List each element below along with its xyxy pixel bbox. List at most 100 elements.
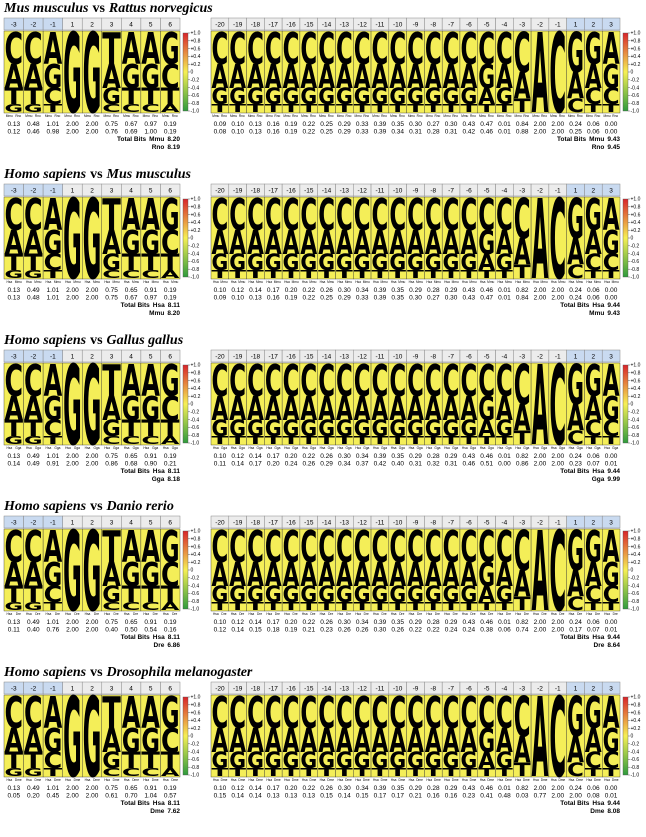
position-cell	[160, 183, 181, 197]
logo-letter: G	[283, 251, 300, 276]
logo-letter: A	[443, 223, 460, 262]
bit-value: 0.90	[144, 461, 157, 468]
total-value: 9.43	[607, 136, 620, 143]
bit-value: 0.77	[534, 793, 547, 800]
logo-letter: A	[567, 231, 584, 274]
bit-value: 0.08	[587, 793, 600, 800]
species-code: Dme	[221, 778, 228, 782]
species-code: Hsa	[249, 612, 255, 616]
species-code: Hsa	[320, 280, 326, 284]
bit-value: 2.00	[534, 129, 547, 136]
species-code: Mmu	[576, 280, 583, 284]
scale-tick-label: -1.0	[191, 275, 200, 281]
logo-letter: T	[585, 102, 603, 115]
bit-value: 0.33	[356, 295, 369, 302]
species-code: Dre	[524, 612, 529, 616]
bit-value: 0.29	[338, 295, 351, 302]
species-code: Dre	[113, 612, 118, 616]
logo-letter: G	[567, 187, 584, 251]
logo-letter: A	[265, 57, 282, 96]
bit-value: 2.00	[86, 121, 99, 128]
scale-tick-label: +0.6	[191, 544, 201, 550]
species-code: Dre	[577, 612, 582, 616]
scale-tick-label: +0.8	[191, 371, 201, 377]
bit-value: 0.39	[374, 453, 387, 460]
bit-value: 0.35	[391, 121, 404, 128]
logo-letter: G	[161, 190, 180, 241]
species-code: Hsa	[163, 612, 169, 616]
species-code: Dre	[293, 612, 298, 616]
logo-letter: C	[425, 190, 442, 241]
position-label: -3	[11, 354, 17, 361]
logo-letter: A	[496, 57, 513, 96]
logo-letter: G	[44, 57, 63, 96]
species-code: Hsa	[249, 446, 255, 450]
logo-letter: A	[336, 57, 353, 96]
logo-letter: G	[425, 85, 442, 110]
logo-letter: G	[141, 57, 160, 96]
bit-value: 2.00	[534, 461, 547, 468]
scale-tick-label: -0.6	[191, 757, 200, 763]
logo-letter: C	[478, 190, 495, 241]
logo-letter: C	[443, 190, 460, 241]
species-code: Hsa	[515, 778, 521, 782]
scale-tick-label: -0.6	[631, 757, 640, 763]
species-code: Rno	[541, 114, 547, 118]
bit-value: 0.24	[569, 121, 582, 128]
species-code: Dme	[238, 778, 245, 782]
scale-tick-label: -0.4	[191, 417, 200, 423]
logo-letter: A	[229, 57, 246, 96]
logo-letter: T	[318, 268, 336, 281]
logo-letter: T	[372, 102, 390, 115]
scale-tick-label: +0.4	[191, 386, 201, 392]
bit-value: 0.22	[302, 785, 315, 792]
species-code: Dre	[417, 612, 422, 616]
position-cell	[601, 183, 621, 197]
species-code: Gga	[592, 476, 605, 483]
bit-value: 0.15	[356, 793, 369, 800]
position-label: 4	[129, 354, 133, 361]
logo-letter: T	[247, 102, 265, 115]
species-code: Rno	[54, 114, 60, 118]
bit-value: 0.76	[105, 129, 118, 136]
scale-tick-label: -0.8	[631, 267, 640, 273]
bit-value: 0.43	[463, 121, 476, 128]
bit-value: 0.16	[445, 793, 458, 800]
bit-value: 0.82	[516, 785, 529, 792]
species-code: Dme	[345, 778, 352, 782]
scale-tick-label: -0.4	[191, 85, 200, 91]
logo-letter: G	[389, 251, 406, 276]
bit-value: 0.48	[498, 793, 511, 800]
species-code: Hsa	[231, 280, 237, 284]
species-code: Rno	[577, 114, 583, 118]
bit-value: 0.30	[338, 785, 351, 792]
bit-value: 0.24	[569, 619, 582, 626]
logo-letter: C	[407, 24, 424, 75]
species-code: Dme	[541, 778, 548, 782]
logo-letter: C	[585, 251, 602, 276]
bit-value: 0.42	[463, 129, 476, 136]
bit-value: 0.43	[463, 453, 476, 460]
total-value: 8.11	[168, 302, 181, 309]
species-code: Mmu	[398, 280, 405, 284]
total-value: 9.43	[607, 310, 620, 317]
bit-value: 0.01	[605, 793, 618, 800]
bit-value: 0.19	[164, 619, 177, 626]
bit-value: 0.13	[302, 793, 315, 800]
species-code: Dme	[594, 778, 601, 782]
bit-value: 0.01	[498, 453, 511, 460]
scale-tick-label: -0.2	[191, 244, 200, 250]
logo-letter: A	[283, 223, 300, 262]
species-code: Hsa	[604, 280, 610, 284]
position-label: 4	[129, 22, 133, 29]
logo-letter: T	[496, 268, 514, 281]
bit-value: 0.20	[285, 453, 298, 460]
position-label: -14	[322, 22, 332, 29]
species-code: Rno	[452, 114, 458, 118]
bit-value: 0.28	[427, 129, 440, 136]
species-code: Gga	[274, 446, 280, 450]
vs: vs	[90, 333, 103, 348]
position-label: -13	[340, 22, 350, 29]
bit-value: 0.76	[47, 627, 60, 634]
